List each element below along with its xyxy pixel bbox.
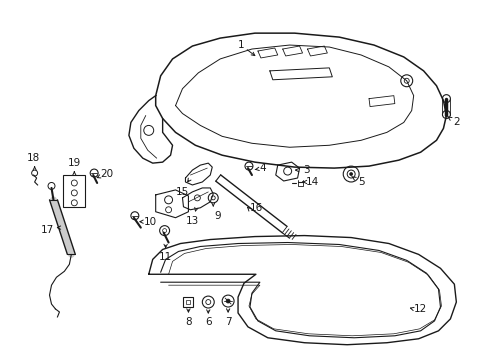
- Text: 14: 14: [305, 177, 319, 187]
- Text: 18: 18: [27, 153, 40, 163]
- Text: 15: 15: [176, 187, 189, 197]
- Text: 12: 12: [413, 304, 427, 314]
- Text: 17: 17: [41, 225, 54, 235]
- Text: 9: 9: [213, 211, 220, 221]
- Text: 1: 1: [237, 40, 244, 50]
- Text: 11: 11: [159, 252, 172, 262]
- Text: 20: 20: [101, 169, 113, 179]
- Text: 5: 5: [357, 177, 364, 187]
- Text: 7: 7: [224, 317, 231, 327]
- Text: 3: 3: [303, 165, 309, 175]
- Text: 4: 4: [259, 163, 265, 173]
- Text: 6: 6: [204, 317, 211, 327]
- Text: 10: 10: [144, 217, 157, 227]
- Text: 13: 13: [185, 216, 199, 226]
- FancyBboxPatch shape: [186, 300, 190, 304]
- Text: 16: 16: [250, 203, 263, 213]
- Text: 8: 8: [185, 317, 191, 327]
- Text: 2: 2: [452, 117, 459, 127]
- FancyBboxPatch shape: [63, 175, 85, 207]
- FancyBboxPatch shape: [183, 297, 193, 307]
- Circle shape: [225, 299, 230, 303]
- Text: 19: 19: [67, 158, 81, 168]
- Circle shape: [349, 172, 352, 176]
